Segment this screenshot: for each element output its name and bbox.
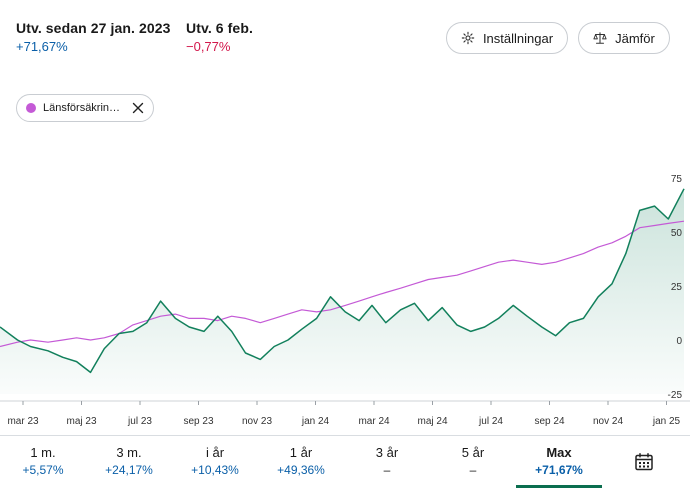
period-tab-value: +5,57% bbox=[22, 463, 64, 477]
period-tab-label: Max bbox=[546, 445, 572, 460]
scale-icon bbox=[593, 32, 607, 44]
comparison-chip-label: Länsförsäkrin… bbox=[43, 102, 121, 114]
since-start-block: Utv. sedan 27 jan. 2023 +71,67% bbox=[16, 20, 171, 54]
x-tick-label: jul 23 bbox=[127, 416, 152, 427]
x-tick-label: jul 24 bbox=[478, 416, 503, 427]
period-tab-value: +71,67% bbox=[535, 463, 583, 477]
period-tab-2[interactable]: i år +10,43% bbox=[172, 436, 258, 488]
period-tab-value: – bbox=[383, 463, 391, 477]
compare-button-label: Jämför bbox=[615, 30, 655, 46]
period-tab-label: 1 m. bbox=[30, 445, 56, 460]
series-lines bbox=[0, 188, 685, 374]
period-tab-value: +10,43% bbox=[191, 463, 239, 477]
x-tick-label: nov 23 bbox=[242, 416, 272, 427]
x-tick-label: maj 23 bbox=[66, 416, 96, 427]
performance-chart: 75 50 25 0 -25 mar 23 maj 23 jul 23 sep 23 nov 2… bbox=[0, 174, 690, 427]
y-axis: 75 50 25 0 -25 bbox=[668, 174, 683, 401]
period-tab-label: i år bbox=[205, 445, 225, 460]
x-tick-label: mar 24 bbox=[358, 416, 390, 427]
x-tick-label: sep 23 bbox=[183, 416, 213, 427]
day-change-value: −0,77% bbox=[186, 39, 231, 54]
fund-series-line bbox=[0, 188, 685, 374]
x-tick-label: sep 24 bbox=[534, 416, 564, 427]
series-color-dot bbox=[26, 103, 36, 113]
x-tick-label: maj 24 bbox=[417, 416, 447, 427]
x-tick-label: jan 25 bbox=[652, 416, 681, 427]
period-tab-value: +24,17% bbox=[105, 463, 153, 477]
area-fill bbox=[0, 188, 684, 394]
period-tab-3[interactable]: 1 år +49,36% bbox=[258, 436, 344, 488]
period-tab-6[interactable]: Max +71,67% bbox=[516, 436, 602, 488]
y-tick-label: 50 bbox=[671, 228, 683, 239]
series-area bbox=[0, 188, 684, 394]
x-tick-label: nov 24 bbox=[593, 416, 623, 427]
settings-button[interactable]: Inställningar bbox=[446, 22, 568, 54]
since-start-value: +71,67% bbox=[16, 39, 68, 54]
since-start-title: Utv. sedan 27 jan. 2023 bbox=[16, 20, 171, 36]
period-tab-4[interactable]: 3 år – bbox=[344, 436, 430, 488]
calendar-icon bbox=[635, 453, 653, 471]
close-icon[interactable] bbox=[131, 101, 145, 115]
x-tick-label: mar 23 bbox=[7, 416, 39, 427]
period-tab-label: 3 m. bbox=[116, 445, 142, 460]
settings-button-label: Inställningar bbox=[482, 30, 554, 46]
y-tick-label: 75 bbox=[671, 174, 683, 185]
period-tab-value: +49,36% bbox=[277, 463, 325, 477]
period-tab-1[interactable]: 3 m. +24,17% bbox=[86, 436, 172, 488]
calendar-button[interactable] bbox=[628, 450, 660, 474]
day-change-title: Utv. 6 feb. bbox=[186, 20, 253, 36]
period-tab-label: 3 år bbox=[375, 445, 399, 460]
day-change-block: Utv. 6 feb. −0,77% bbox=[186, 20, 253, 54]
period-tabs: 1 m. +5,57% 3 m. +24,17% i år +10,43% 1 år +49,… bbox=[0, 435, 690, 488]
period-tab-value: – bbox=[469, 463, 477, 477]
y-tick-label: 25 bbox=[671, 282, 683, 293]
x-axis: mar 23 maj 23 jul 23 sep 23 nov 23 jan 24 mar … bbox=[7, 401, 681, 427]
x-tick-label: jan 24 bbox=[301, 416, 330, 427]
gear-icon bbox=[461, 31, 475, 45]
compare-button[interactable]: Jämför bbox=[578, 22, 670, 54]
period-tab-label: 5 år bbox=[461, 445, 485, 460]
comparison-chip: Länsförsäkrin… bbox=[16, 94, 154, 122]
y-tick-label: -25 bbox=[668, 390, 683, 401]
period-tab-label: 1 år bbox=[289, 445, 313, 460]
period-tab-5[interactable]: 5 år – bbox=[430, 436, 516, 488]
y-tick-label: 0 bbox=[676, 336, 682, 347]
period-tab-0[interactable]: 1 m. +5,57% bbox=[0, 436, 86, 488]
